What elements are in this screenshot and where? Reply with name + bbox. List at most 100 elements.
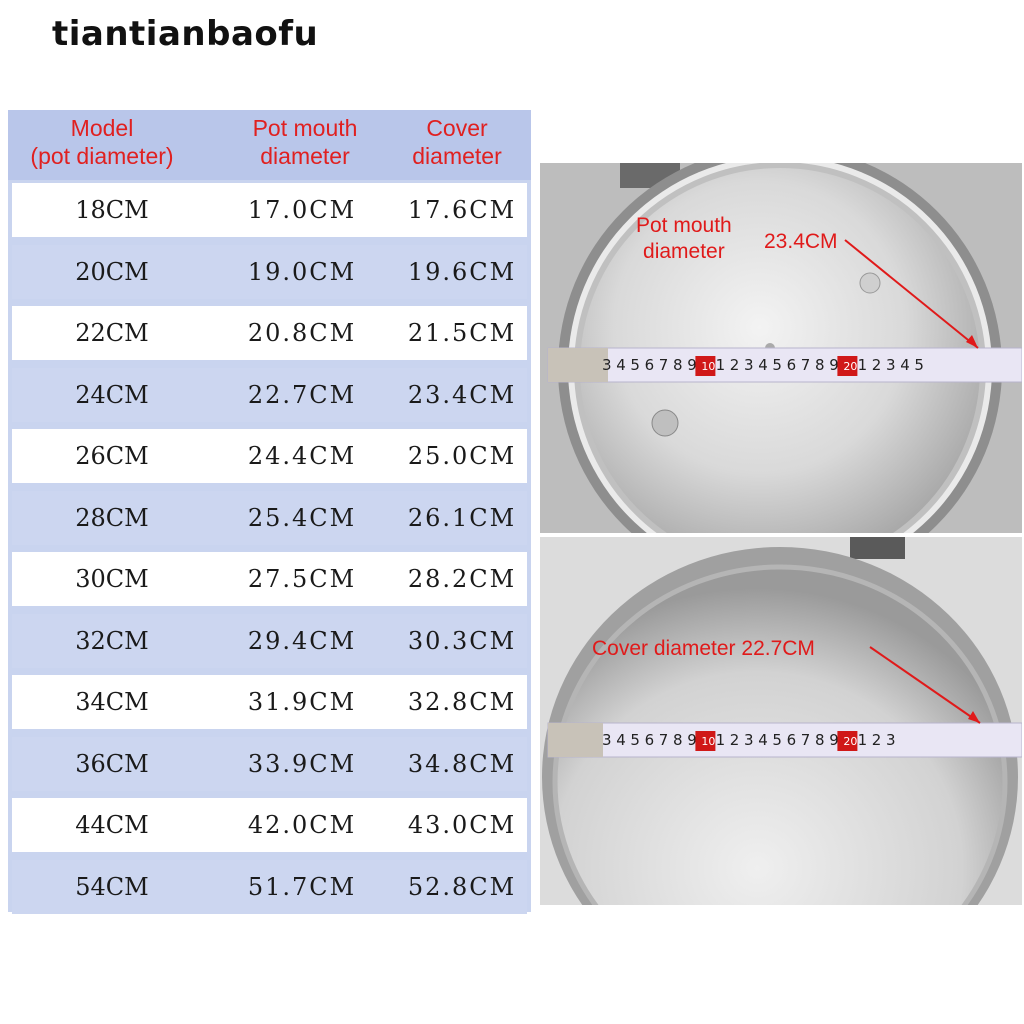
- pot-mouth-cell: 25.4CM: [247, 503, 357, 532]
- tape-digit: 6: [787, 356, 797, 374]
- pot-mouth-cell: 19.0CM: [247, 257, 357, 286]
- model-cell: 24CM: [75, 380, 149, 409]
- tape-digit: 4: [758, 731, 768, 749]
- cover-cell: 52.8CM: [407, 872, 517, 901]
- tape-digit: 2: [872, 731, 882, 749]
- tape-digit: 2: [872, 356, 882, 374]
- model-cell: 28CM: [75, 503, 149, 532]
- tape-marker: [837, 356, 858, 376]
- table-row: 28CM 25.4CM 26.1CM: [12, 490, 527, 545]
- pot-mouth-cell: 24.4CM: [247, 442, 357, 470]
- table-row: 26CM 24.4CM 25.0CM: [12, 429, 527, 483]
- cover-image: 3 4 5 6 7 8 9 10 1 2 3 4 5 6 7 8 9 20 1 2 3: [540, 537, 1022, 905]
- tape-digit: 4: [616, 356, 626, 374]
- tape-digit: 1: [716, 731, 726, 749]
- model-cell: 26CM: [75, 442, 149, 470]
- tape-digit: 6: [645, 356, 655, 374]
- cover-cell: 30.3CM: [407, 626, 517, 655]
- tape-marker: [695, 731, 716, 751]
- table-row: 18CM 17.0CM 17.6CM: [12, 183, 527, 237]
- cover-cell: 21.5CM: [407, 319, 517, 347]
- tape-digit: 8: [815, 731, 825, 749]
- tape-digit: 9: [687, 356, 697, 374]
- tape-digit: 3: [602, 356, 612, 374]
- tape-digit: 2: [730, 356, 740, 374]
- table-row: 30CM 27.5CM 28.2CM: [12, 552, 527, 606]
- table-row: 20CM 19.0CM 19.6CM: [12, 244, 527, 299]
- cover-label: Cover diameter 22.7CM: [592, 637, 815, 660]
- pot-mouth-cell: 20.8CM: [247, 319, 357, 347]
- tape-digit: 9: [829, 731, 839, 749]
- cover-cell: 25.0CM: [407, 442, 517, 470]
- header-pot-mouth: Pot mouth diameter: [252, 115, 358, 169]
- tape-digit: 4: [900, 356, 910, 374]
- tape-digit: 6: [787, 731, 797, 749]
- table-row: 24CM 22.7CM 23.4CM: [12, 367, 527, 422]
- model-cell: 34CM: [75, 688, 149, 716]
- table-row: 36CM 33.9CM 34.8CM: [12, 736, 527, 791]
- cover-cell: 23.4CM: [407, 380, 517, 409]
- header-model: Model (pot diameter): [30, 115, 174, 169]
- pot-mouth-cell: 29.4CM: [247, 626, 357, 655]
- tape-digit: 3: [744, 731, 754, 749]
- pot-mouth-image: 3 4 5 6 7 8 9 10 1 2 3 4 5 6 7 8 9 20 1 2 3 4 5: [540, 163, 1022, 533]
- tape-digit: 3: [886, 731, 896, 749]
- pot-mouth-cell: 22.7CM: [247, 380, 357, 409]
- header-cover: Cover diameter: [412, 115, 502, 169]
- cover-cell: 32.8CM: [407, 688, 517, 716]
- tape-digit: 20: [843, 735, 857, 748]
- cover-cell: 26.1CM: [407, 503, 517, 532]
- pot-mouth-value: 23.4CM: [764, 230, 838, 253]
- tape-digit: 1: [716, 356, 726, 374]
- table-header: Model (pot diameter) Pot mouth diameter …: [8, 110, 531, 180]
- model-cell: 44CM: [75, 811, 149, 839]
- table-row: 34CM 31.9CM 32.8CM: [12, 675, 527, 729]
- tape-marker: [837, 731, 858, 751]
- tape-digit: 4: [616, 731, 626, 749]
- table-row: 32CM 29.4CM 30.3CM: [12, 613, 527, 668]
- tape-digit: 5: [630, 731, 640, 749]
- tape-digit: 1: [858, 356, 868, 374]
- tape-digit: 3: [602, 731, 612, 749]
- pot-mouth-photo: 3 4 5 6 7 8 9 10 1 2 3 4 5 6 7 8 9 20 1 2 3 4 5 Pot mouth diam…: [540, 163, 1022, 533]
- model-cell: 18CM: [75, 196, 149, 224]
- table-row: 22CM 20.8CM 21.5CM: [12, 306, 527, 360]
- tape-digit: 8: [815, 356, 825, 374]
- table-row: 54CM 51.7CM 52.8CM: [12, 859, 527, 914]
- pot-mouth-label: Pot mouth diameter: [636, 214, 732, 263]
- pot-mouth-cell: 42.0CM: [247, 811, 357, 839]
- tape-digit: 8: [673, 731, 683, 749]
- tape-digit: 7: [801, 356, 811, 374]
- tape-digit: 5: [630, 356, 640, 374]
- tape-digit: 5: [914, 356, 924, 374]
- tape-digit: 9: [687, 731, 697, 749]
- tape-digit: 7: [801, 731, 811, 749]
- tape-digit: 6: [645, 731, 655, 749]
- tape-digit: 7: [659, 731, 669, 749]
- pot-mouth-cell: 27.5CM: [247, 565, 357, 593]
- brand-watermark: tiantianbaofu: [52, 14, 319, 54]
- tape-digit: 7: [659, 356, 669, 374]
- tape-marker: [695, 356, 716, 376]
- tape-digit: 10: [701, 360, 715, 373]
- size-table: Model (pot diameter) Pot mouth diameter …: [8, 110, 531, 914]
- table-row: 44CM 42.0CM 43.0CM: [12, 798, 527, 852]
- model-cell: 32CM: [75, 626, 149, 655]
- cover-cell: 28.2CM: [407, 565, 517, 593]
- pot-mouth-cell: 33.9CM: [247, 749, 357, 778]
- model-cell: 36CM: [75, 749, 149, 778]
- cover-cell: 19.6CM: [407, 257, 517, 286]
- model-cell: 22CM: [75, 319, 149, 347]
- tape-digit: 9: [829, 356, 839, 374]
- pot-mouth-cell: 31.9CM: [247, 688, 357, 716]
- pot-mouth-cell: 17.0CM: [247, 196, 357, 224]
- cover-cell: 43.0CM: [407, 811, 517, 839]
- tape-digit: 8: [673, 356, 683, 374]
- model-cell: 20CM: [75, 257, 149, 286]
- tape-digit: 10: [701, 735, 715, 748]
- tape-digit: 4: [758, 356, 768, 374]
- cover-cell: 34.8CM: [407, 749, 517, 778]
- cover-photo: 3 4 5 6 7 8 9 10 1 2 3 4 5 6 7 8 9 20 1 2 3 Cover diameter 2…: [540, 537, 1022, 905]
- cover-cell: 17.6CM: [407, 196, 517, 224]
- model-cell: 54CM: [75, 872, 149, 901]
